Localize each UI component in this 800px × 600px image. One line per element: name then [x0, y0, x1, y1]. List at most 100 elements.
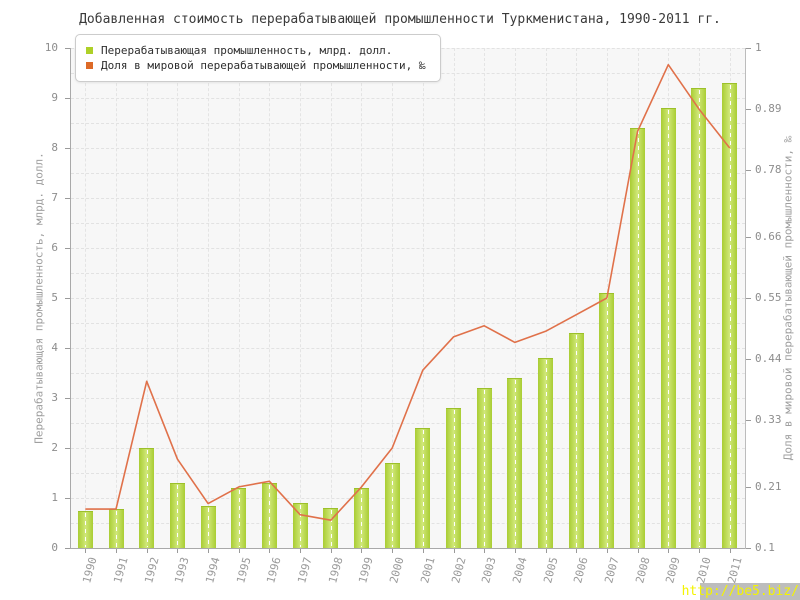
- y-axis-right-title: Доля в мировой перерабатывающей промышле…: [781, 135, 795, 461]
- vertical-gridline: [269, 48, 271, 548]
- y-axis-right-tick: [746, 420, 751, 422]
- bar-center-dash: [361, 490, 363, 547]
- y-axis-right-label: 0.1: [755, 541, 775, 554]
- y-axis-right-label: 0.33: [755, 413, 782, 427]
- x-axis-label-2003: 2003: [479, 555, 499, 585]
- x-axis-label-2002: 2002: [448, 555, 469, 585]
- watermark-background: [700, 583, 800, 600]
- bar-center-dash: [208, 507, 210, 547]
- y-axis-left-label: 1: [51, 491, 58, 504]
- x-axis-tick: [116, 549, 118, 553]
- bar-center-dash: [330, 510, 332, 547]
- y-axis-left-tick: [65, 48, 70, 49]
- x-axis-tick: [484, 549, 486, 553]
- y-axis-left-label: 6: [51, 241, 58, 254]
- y-axis-left-label: 8: [51, 141, 58, 154]
- y-axis-right-tick: [746, 109, 751, 111]
- y-axis-left-tick: [65, 498, 70, 499]
- bar-center-dash: [606, 295, 608, 547]
- bar-center-dash: [698, 90, 700, 547]
- bar-center-dash: [576, 335, 578, 547]
- y-axis-right-tick: [746, 359, 751, 361]
- y-axis-right-label: 0.89: [755, 102, 782, 116]
- y-axis-right-tick: [746, 48, 751, 49]
- y-axis-right-tick: [746, 548, 751, 549]
- y-axis-right-tick: [746, 298, 751, 299]
- y-axis-left-tick: [65, 248, 70, 249]
- x-axis-label-2004: 2004: [510, 555, 530, 585]
- y-axis-left-tick: [65, 148, 70, 149]
- y-axis-left-tick: [65, 298, 70, 299]
- watermark-link[interactable]: http://be5.biz/: [681, 584, 799, 599]
- vertical-gridline: [330, 48, 332, 548]
- horizontal-gridline: [71, 123, 745, 124]
- vertical-gridline: [85, 48, 87, 548]
- y-axis-left-label: 3: [51, 391, 58, 404]
- x-axis-tick: [637, 549, 639, 553]
- x-axis-tick: [146, 549, 148, 553]
- vertical-gridline: [177, 48, 179, 548]
- x-axis-label-1990: 1990: [80, 555, 100, 585]
- y-axis-right-label: 1: [755, 41, 762, 54]
- bar-center-dash: [668, 110, 670, 547]
- bar-center-dash: [177, 485, 179, 547]
- y-axis-left-label: 5: [51, 291, 58, 304]
- right-axis-line: [745, 48, 746, 549]
- x-axis-label-1995: 1995: [233, 555, 254, 585]
- vertical-gridline: [116, 48, 118, 548]
- line-series-swatch-icon: [86, 62, 93, 69]
- x-axis-tick: [300, 549, 302, 553]
- x-axis-tick: [85, 549, 87, 553]
- y-axis-left-tick: [65, 548, 70, 549]
- horizontal-gridline: [71, 98, 745, 99]
- bar-center-dash: [422, 430, 424, 547]
- x-axis-label-2006: 2006: [571, 555, 591, 585]
- x-axis-label-1999: 1999: [356, 555, 377, 585]
- x-axis-tick: [238, 549, 240, 553]
- x-axis-tick: [545, 549, 547, 553]
- x-axis-tick: [422, 549, 424, 553]
- x-axis-tick: [361, 549, 363, 553]
- bar-center-dash: [300, 505, 302, 547]
- x-axis-tick: [698, 549, 700, 553]
- x-axis-tick: [392, 549, 394, 553]
- vertical-gridline: [361, 48, 363, 548]
- y-axis-right-tick: [746, 486, 751, 488]
- x-axis-label-2005: 2005: [540, 555, 561, 585]
- y-axis-right-label: 0.44: [755, 352, 782, 366]
- x-axis-tick: [576, 549, 578, 553]
- y-axis-right-label: 0.55: [755, 291, 782, 304]
- x-axis-tick: [269, 549, 271, 553]
- y-axis-right-label: 0.21: [755, 479, 782, 493]
- x-axis-tick: [177, 549, 179, 553]
- legend-item-world-share: Доля в мировой перерабатывающей промышле…: [86, 59, 426, 72]
- legend: Перерабатывающая промышленность, млрд. д…: [75, 34, 441, 82]
- x-axis-label-2000: 2000: [387, 555, 407, 585]
- x-axis-label-2008: 2008: [632, 555, 653, 585]
- x-axis-tick: [330, 549, 332, 553]
- bar-series-swatch-icon: [86, 47, 93, 54]
- x-axis-tick: [453, 549, 455, 553]
- bar-center-dash: [146, 450, 148, 547]
- bar-center-dash: [637, 130, 639, 547]
- x-axis-tick: [729, 549, 731, 553]
- y-axis-left-tick: [65, 448, 70, 449]
- x-axis-label-1994: 1994: [203, 555, 223, 585]
- y-axis-left-label: 10: [44, 41, 58, 54]
- horizontal-gridline: [71, 523, 745, 524]
- y-axis-right-tick: [746, 236, 751, 238]
- y-axis-left-label: 4: [51, 341, 58, 354]
- x-axis-tick: [668, 549, 670, 553]
- legend-label-world-share: Доля в мировой перерабатывающей промышле…: [101, 59, 426, 72]
- x-axis-label-1992: 1992: [141, 555, 162, 585]
- x-axis-label-2010: 2010: [694, 555, 714, 585]
- y-axis-left-tick: [65, 98, 70, 99]
- x-axis-label-2009: 2009: [663, 555, 683, 585]
- x-axis-label-1996: 1996: [264, 555, 285, 585]
- y-axis-left-label: 7: [51, 191, 58, 204]
- bar-center-dash: [514, 380, 516, 547]
- y-axis-left-label: 9: [51, 91, 58, 104]
- vertical-gridline: [238, 48, 240, 548]
- bar-center-dash: [545, 360, 547, 547]
